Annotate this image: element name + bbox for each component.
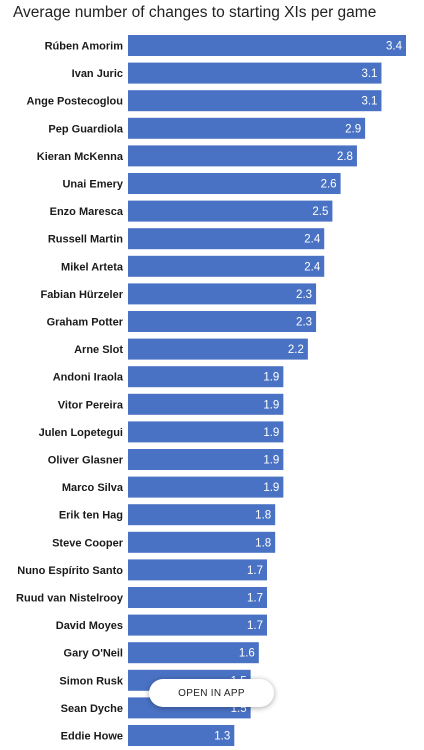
value-label: 1.9 [263,372,279,384]
category-label: Marco Silva [62,482,124,494]
value-label: 2.4 [304,261,321,273]
bar [128,725,235,746]
bar [128,200,333,222]
category-label: Pep Guardiola [48,123,123,135]
bar [128,366,284,388]
bar [128,255,325,277]
value-label: 2.8 [337,151,353,163]
bar [128,476,284,498]
bar [128,35,406,56]
value-label: 1.8 [255,510,271,522]
category-label: David Moyes [56,620,123,632]
value-label: 3.4 [386,41,403,53]
bar [128,531,276,553]
category-label: Julen Lopetegui [39,427,123,439]
bar [128,117,366,139]
category-label: Fabian Hürzeler [40,289,123,301]
category-label: Russell Martin [48,234,123,246]
bar [128,421,284,443]
value-label: 2.9 [345,123,361,135]
category-label: Ruud van Nistelrooy [16,593,124,605]
category-label: Rúben Amorim [45,41,124,53]
category-label: Eddie Howe [61,731,123,743]
value-label: 2.5 [312,206,328,218]
bar [128,173,341,194]
value-label: 3.1 [361,68,377,80]
category-label: Simon Rusk [59,675,123,687]
bar [128,228,325,250]
bar [128,338,308,360]
value-label: 2.6 [321,179,337,191]
open-in-app-button[interactable]: OPEN IN APP [149,679,274,707]
bar [128,90,382,112]
value-label: 1.9 [263,482,279,494]
category-label: Vitor Pereira [58,399,124,411]
category-label: Graham Potter [47,317,124,329]
category-label: Sean Dyche [61,703,123,715]
category-label: Erik ten Hag [59,510,123,522]
category-label: Steve Cooper [52,537,124,549]
category-label: Oliver Glasner [48,455,124,467]
category-label: Mikel Arteta [61,261,124,273]
bar [128,311,317,332]
category-label: Ange Postecoglou [26,96,123,108]
value-label: 1.7 [247,620,263,632]
value-label: 1.9 [263,455,279,467]
category-label: Ivan Juric [72,68,123,80]
value-label: 1.7 [247,593,263,605]
value-label: 2.3 [296,317,312,329]
category-label: Unai Emery [62,179,123,191]
category-label: Gary O'Neil [64,648,123,660]
category-label: Nuno Espírito Santo [17,565,123,577]
value-label: 2.4 [304,234,321,246]
bar [128,62,382,84]
category-label: Kieran McKenna [37,151,124,163]
chart-title: Average number of changes to starting XI… [13,4,377,21]
bar [128,145,357,167]
value-label: 1.7 [247,565,263,577]
bar [128,283,317,305]
value-label: 1.8 [255,537,271,549]
bar [128,393,284,415]
value-label: 3.1 [361,96,377,108]
category-label: Enzo Maresca [50,206,124,218]
category-label: Arne Slot [74,344,123,356]
value-label: 1.6 [239,648,255,660]
value-label: 1.9 [263,427,279,439]
bar [128,449,284,470]
bar [128,559,267,581]
bar [128,614,267,636]
value-label: 2.2 [288,344,304,356]
bar [128,504,276,526]
value-label: 1.9 [263,399,279,411]
value-label: 2.3 [296,289,312,301]
bar [128,642,259,664]
bar [128,587,267,608]
value-label: 1.3 [214,731,230,743]
category-label: Andoni Iraola [53,372,124,384]
